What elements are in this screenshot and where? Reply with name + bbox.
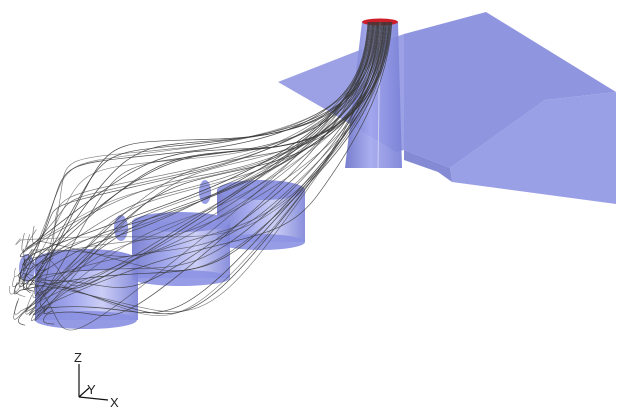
streamline — [18, 21, 386, 326]
x-axis-label: X — [110, 395, 119, 409]
building-wall-front — [450, 92, 616, 204]
streamline — [15, 21, 389, 245]
streamline — [32, 21, 391, 272]
streamline — [13, 21, 382, 320]
building-roof-right — [404, 12, 616, 168]
streamline — [34, 21, 386, 322]
streamline — [23, 21, 383, 270]
streamline — [30, 21, 379, 281]
building-wall-side — [404, 150, 452, 182]
streamline — [9, 21, 377, 295]
building-geometry — [278, 12, 616, 204]
streamline — [22, 21, 374, 266]
streamline — [32, 21, 369, 298]
streamlines — [9, 21, 393, 331]
streamline — [30, 21, 392, 286]
y-axis-label: Y — [87, 382, 96, 397]
streamline — [28, 21, 393, 316]
streamline — [42, 21, 388, 311]
streamline — [43, 21, 373, 325]
z-axis-label: Z — [74, 350, 82, 365]
streamline — [19, 21, 385, 258]
streamline — [36, 21, 382, 271]
axis-triad: Z Y X — [74, 350, 119, 409]
streamline — [25, 21, 383, 315]
x-axis-line — [78, 396, 109, 401]
streamline — [23, 21, 370, 272]
streamline — [26, 21, 377, 249]
y-axis-line — [78, 387, 90, 398]
streamline — [21, 21, 392, 253]
streamline — [18, 21, 387, 281]
streamline — [19, 21, 369, 279]
streamline — [13, 21, 391, 295]
streamline — [39, 21, 381, 301]
